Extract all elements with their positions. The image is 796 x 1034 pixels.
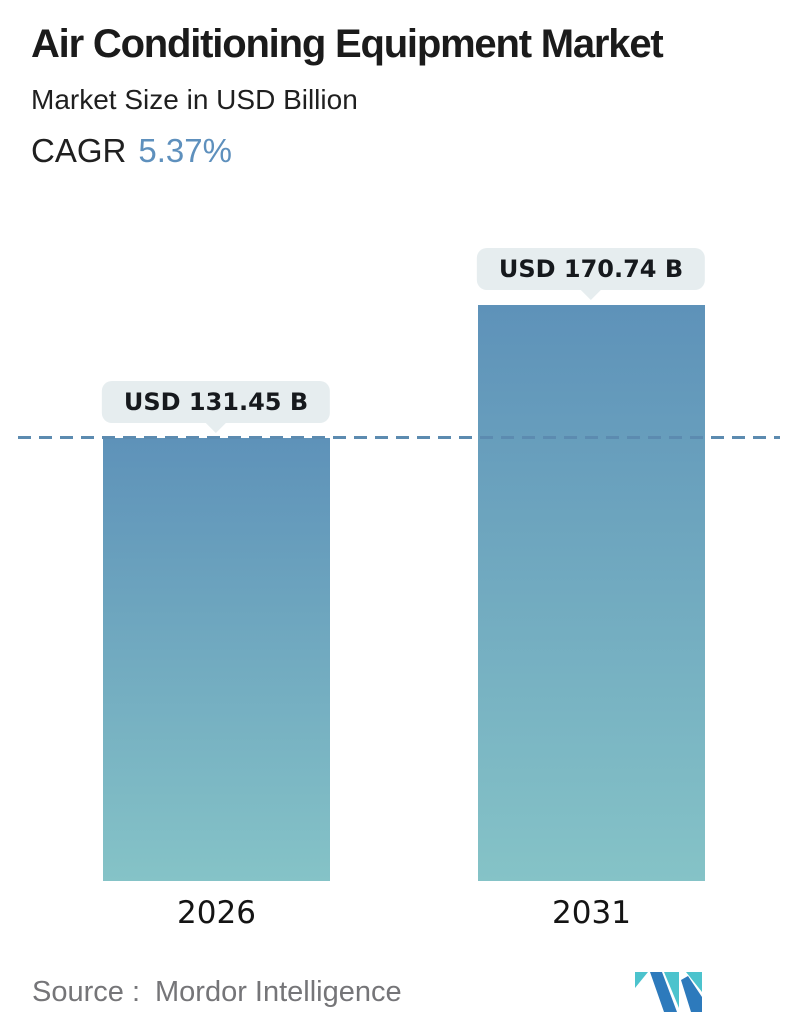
cagr-label: CAGR [31, 132, 127, 169]
source-text: Source : Mordor Intelligence [32, 976, 402, 1009]
bar-2031 [478, 305, 705, 881]
source-name: Mordor Intelligence [155, 976, 402, 1008]
mordor-intelligence-logo [635, 972, 702, 1012]
value-label-2026: USD 131.45 B [101, 381, 331, 423]
source-label: Source : [32, 976, 140, 1008]
cagr-row: CAGR 5.37% [31, 132, 232, 170]
page-title: Air Conditioning Equipment Market [31, 22, 664, 66]
value-label-2031: USD 170.74 B [476, 248, 706, 290]
value-label-text: USD 170.74 B [498, 255, 684, 283]
cagr-value: 5.37% [138, 132, 232, 169]
chart-subtitle: Market Size in USD Billion [31, 84, 358, 115]
bar-2026 [103, 438, 330, 881]
reference-dashed-line [18, 436, 780, 439]
value-label-text: USD 131.45 B [123, 388, 309, 416]
x-axis-label-2031: 2031 [552, 895, 631, 931]
x-axis-label-2026: 2026 [177, 895, 256, 931]
bar-chart: USD 131.45 B USD 170.74 B 2026 2031 [0, 0, 796, 881]
